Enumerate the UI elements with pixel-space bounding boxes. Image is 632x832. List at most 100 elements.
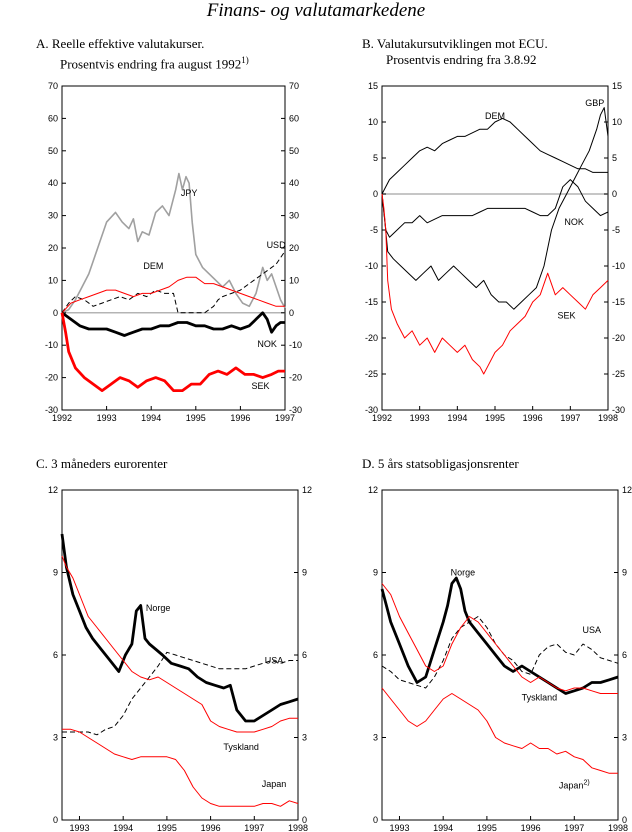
panel-b-xtick-label: 1994 xyxy=(447,413,467,423)
panel-c-ytick-label-left: 6 xyxy=(53,650,58,660)
panel-a-title-line1: A. Reelle effektive valutakurser. xyxy=(36,36,205,51)
panel-a-label-nok: NOK xyxy=(257,339,277,349)
panel-a-ytick-label-right: -20 xyxy=(289,373,302,383)
panel-b-series-nok xyxy=(381,179,609,238)
panel-b-ytick-label-right: -10 xyxy=(612,261,625,271)
panel-a-xtick-label: 1996 xyxy=(230,413,250,423)
panel-b-ytick-label-left: 10 xyxy=(368,117,378,127)
panel-a-ytick-label-right: 20 xyxy=(289,243,299,253)
panel-a-label-jpy: JPY xyxy=(181,188,198,198)
panel-a-title-line2: Prosentvis endring fra august 19921) xyxy=(36,52,249,72)
panel-d-ytick-label-left: 12 xyxy=(368,485,378,495)
panel-d-label-norge: Norge xyxy=(451,567,476,577)
panel-b-ytick-label-right: 10 xyxy=(612,117,622,127)
panel-d-ytick-label-left: 0 xyxy=(373,815,378,825)
panel-a-series-nok xyxy=(61,311,285,337)
panel-a-title-line2-text: Prosentvis endring fra august 1992 xyxy=(60,56,242,72)
panel-d-ytick-label-right: 12 xyxy=(622,485,632,495)
panel-c-xtick-label: 1998 xyxy=(288,823,308,832)
panel-a-ytick-label-left: 0 xyxy=(53,308,58,318)
panel-b-ytick-label-right: 15 xyxy=(612,81,622,91)
panel-a-ytick-label-left: 30 xyxy=(48,211,58,221)
panel-d-ytick-label-left: 6 xyxy=(373,650,378,660)
panel-b-series-gbp xyxy=(381,107,609,310)
panel-b-ytick-label-right: -5 xyxy=(612,225,620,235)
panel-b-ytick-label-left: -30 xyxy=(365,405,378,415)
panel-b-xtick-label: 1995 xyxy=(485,413,505,423)
panel-c-series-usa xyxy=(62,651,298,736)
panel-d-ytick-label-left: 9 xyxy=(373,568,378,578)
panel-a-xtick-label: 1993 xyxy=(97,413,117,423)
panel-d-series-japan xyxy=(381,687,618,774)
panel-b-ytick-label-right: -30 xyxy=(612,405,625,415)
panel-c-xtick-label: 1997 xyxy=(244,823,264,832)
panel-b-xtick-label: 1997 xyxy=(560,413,580,423)
panel-c-title: C. 3 måneders eurorenter xyxy=(36,456,167,472)
panel-d-xtick-label: 1995 xyxy=(477,823,497,832)
panel-c-series-tyskland xyxy=(61,555,298,733)
panel-c-title-line1: C. 3 måneders eurorenter xyxy=(36,456,168,471)
panel-c-xtick-label: 1995 xyxy=(157,823,177,832)
panel-b-ytick-label-left: 0 xyxy=(373,189,378,199)
panel-b-xtick-label: 1992 xyxy=(372,413,392,423)
panel-b-label-gbp: GBP xyxy=(585,98,604,108)
panel-b-xtick-label: 1996 xyxy=(523,413,543,423)
panel-a-ytick-label-left: 40 xyxy=(48,178,58,188)
panel-a-ytick-label-right: 50 xyxy=(289,146,299,156)
panel-a-title-footnote: 1) xyxy=(241,55,249,65)
panel-a-ytick-label-left: 70 xyxy=(48,81,58,91)
panel-c-label-tyskland: Tyskland xyxy=(223,742,259,752)
panel-b-ytick-label-left: -25 xyxy=(365,369,378,379)
panel-c-ytick-label-right: 12 xyxy=(302,485,312,495)
panel-a-ytick-label-right: 60 xyxy=(289,113,299,123)
panel-c-ytick-label-right: 9 xyxy=(302,568,307,578)
panel-b-ytick-label-left: -15 xyxy=(365,297,378,307)
panel-a-ytick-label-right: 0 xyxy=(289,308,294,318)
panel-b-ytick-label-right: -25 xyxy=(612,369,625,379)
panel-a-label-sek: SEK xyxy=(251,381,269,391)
panel-c-xtick-label: 1994 xyxy=(113,823,133,832)
panel-a-xtick-label: 1992 xyxy=(52,413,72,423)
panel-d-ytick-label-right: 3 xyxy=(622,733,627,743)
panel-d-xtick-label: 1996 xyxy=(521,823,541,832)
panel-a-ytick-label-left: 10 xyxy=(48,275,58,285)
panel-c-label-usa: USA xyxy=(265,655,284,665)
panel-a-xtick-label: 1994 xyxy=(141,413,161,423)
panel-b-ytick-label-left: 15 xyxy=(368,81,378,91)
panel-b-ytick-label-left: -5 xyxy=(370,225,378,235)
panel-b-ytick-label-right: -20 xyxy=(612,333,625,343)
panel-a-ytick-label-left: 20 xyxy=(48,243,58,253)
page-title: Finans- og valutamarkedene xyxy=(206,0,426,21)
panel-d-frame xyxy=(381,489,619,821)
panel-a-label-dem: DEM xyxy=(143,261,163,271)
panel-c-ytick-label-left: 12 xyxy=(48,485,58,495)
panel-a-ytick-label-left: -10 xyxy=(45,340,58,350)
panel-b-title-line1: B. Valutakursutviklingen mot ECU. xyxy=(362,36,548,51)
panel-a-series-jpy xyxy=(61,172,286,314)
panel-b-ytick-label-left: -20 xyxy=(365,333,378,343)
panel-b-xtick-label: 1993 xyxy=(410,413,430,423)
panel-c-ytick-label-right: 6 xyxy=(302,650,307,660)
panel-d-label-japan-footnote: 2) xyxy=(583,779,589,786)
panel-c-label-japan: Japan xyxy=(262,779,287,789)
panel-d-series-tyskland xyxy=(381,583,618,694)
panel-a-ytick-label-left: 50 xyxy=(48,146,58,156)
panel-a-title: A. Reelle effektive valutakurser. Prosen… xyxy=(36,36,249,72)
panel-a-ytick-label-left: 60 xyxy=(48,113,58,123)
panel-c-ytick-label-left: 3 xyxy=(53,733,58,743)
panel-d-ytick-label-right: 9 xyxy=(622,568,627,578)
panel-d-xtick-label: 1993 xyxy=(389,823,409,832)
panel-a-ytick-label-right: 70 xyxy=(289,81,299,91)
panel-c-ytick-label-right: 0 xyxy=(302,815,307,825)
panel-a-ytick-label-right: -30 xyxy=(289,405,302,415)
panel-b-ytick-label-right: 0 xyxy=(612,189,617,199)
panel-d-ytick-label-right: 0 xyxy=(622,815,627,825)
panel-a-xtick-label: 1995 xyxy=(186,413,206,423)
panel-a-label-usd: USD xyxy=(267,240,287,250)
panel-c-frame xyxy=(61,489,299,821)
panel-b-ytick-label-right: -15 xyxy=(612,297,625,307)
panel-b-ytick-label-left: 5 xyxy=(373,153,378,163)
panel-d-label-tyskland: Tyskland xyxy=(522,692,558,702)
panel-b-label-sek: SEK xyxy=(558,311,576,321)
